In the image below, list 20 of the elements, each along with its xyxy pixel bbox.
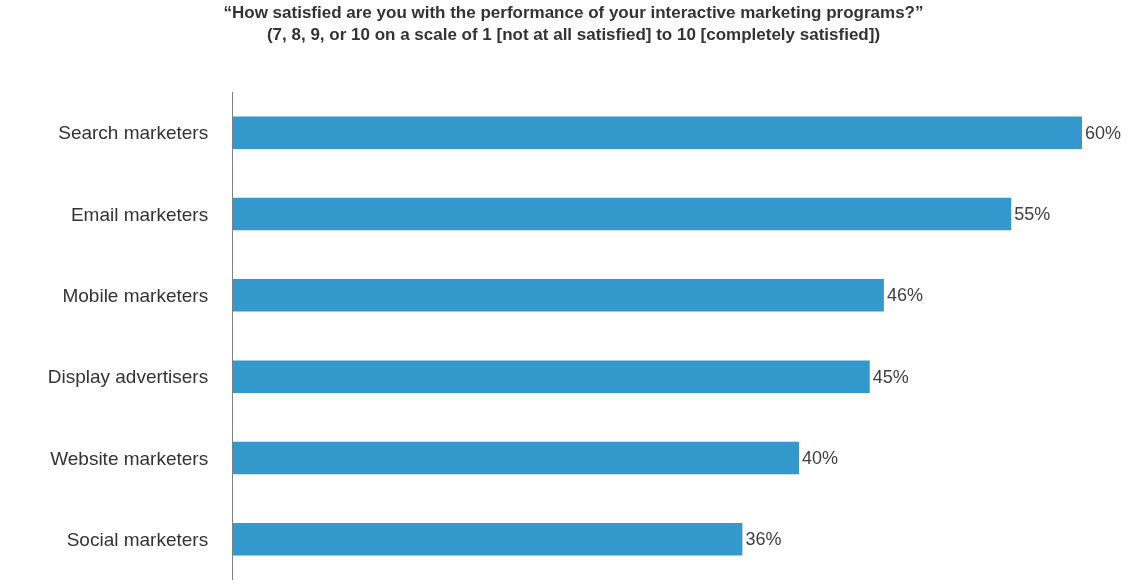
- data-label: 55%: [1014, 204, 1051, 224]
- y-tick-label: Email marketers: [70, 203, 209, 225]
- data-label: 46%: [886, 285, 923, 306]
- bar: [233, 360, 870, 393]
- bar: [233, 197, 1012, 231]
- data-label: 36%: [745, 529, 782, 550]
- bar: [233, 441, 799, 475]
- bar: [233, 523, 743, 556]
- data-label: 45%: [872, 366, 909, 387]
- y-tick-label: Social marketers: [66, 528, 209, 550]
- data-label: 40%: [802, 448, 839, 468]
- y-tick-label: Search marketers: [58, 122, 209, 144]
- bar: [233, 279, 884, 312]
- y-tick-label: Website marketers: [50, 447, 209, 469]
- chart-title: “How satisfied are you with the performance of your interactive marketing programs?”: [223, 2, 924, 22]
- data-label: 60%: [1085, 122, 1122, 143]
- bar: [233, 116, 1082, 149]
- y-tick-label: Display advertisers: [47, 366, 209, 388]
- y-tick-label: Mobile marketers: [62, 284, 209, 306]
- chart-subtitle: (7, 8, 9, or 10 on a scale of 1 [not at all satisfied] to 10 [completely satisfied]): [266, 24, 881, 44]
